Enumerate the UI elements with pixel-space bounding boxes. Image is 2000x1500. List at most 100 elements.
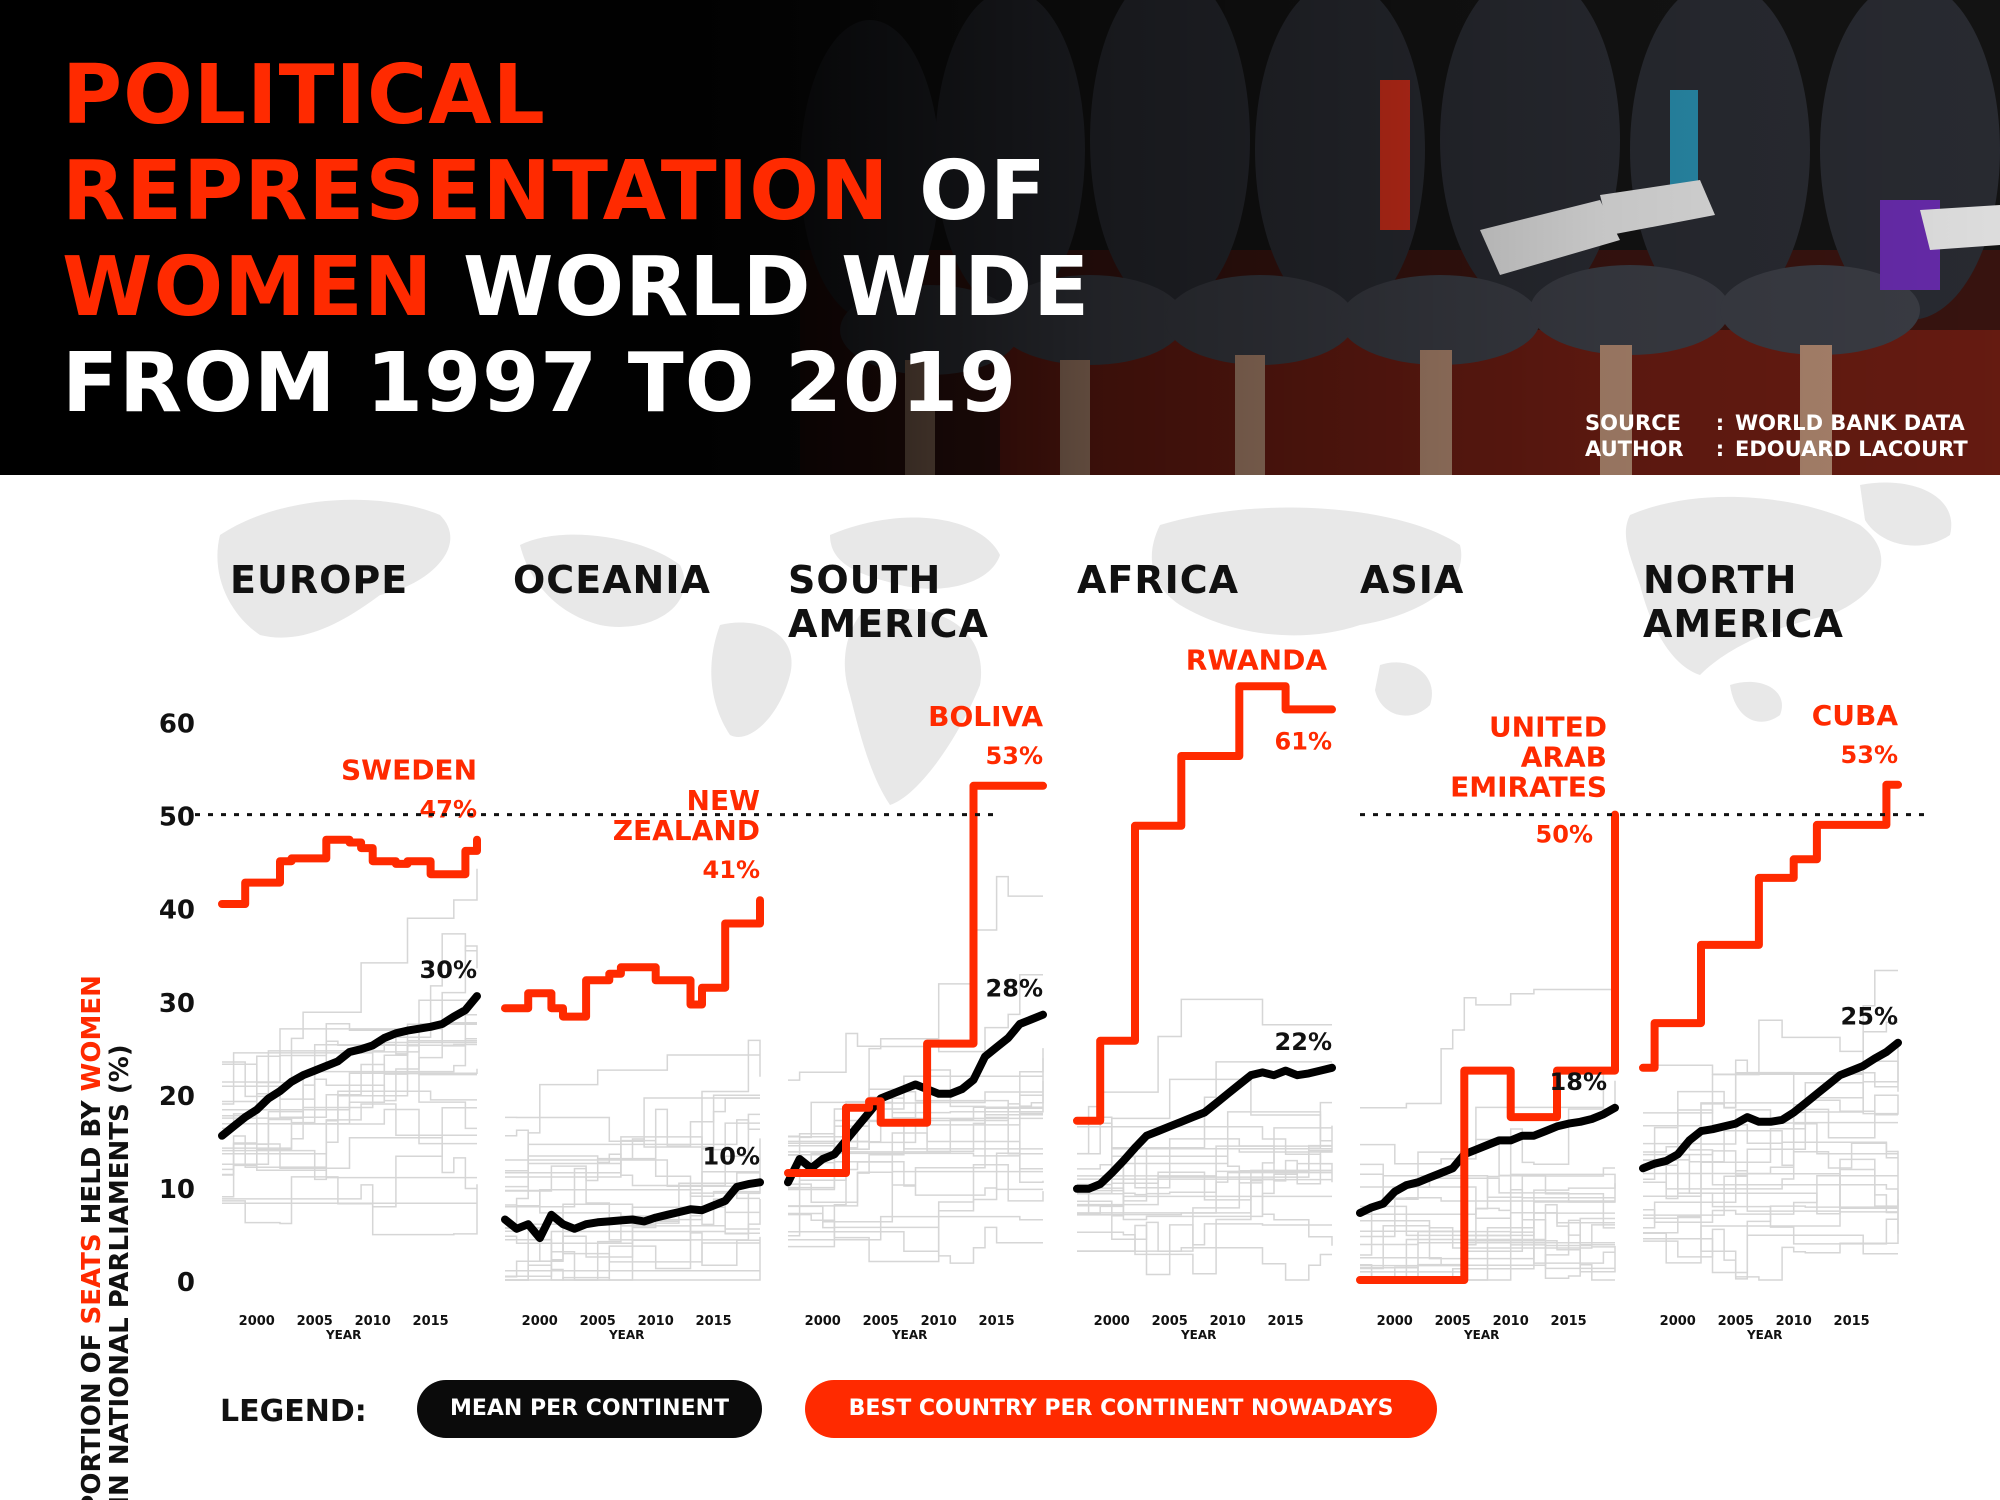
x-axis-title: YEAR bbox=[608, 1328, 644, 1342]
country-line bbox=[1077, 1127, 1332, 1195]
country-line bbox=[505, 1097, 760, 1142]
country-line bbox=[788, 1226, 1043, 1264]
country-line bbox=[505, 1094, 760, 1178]
country-line bbox=[788, 1107, 1043, 1207]
continent-label: SOUTH bbox=[788, 558, 941, 602]
country-line bbox=[788, 875, 1043, 1081]
country-line bbox=[222, 1041, 477, 1098]
country-line bbox=[1360, 1219, 1615, 1267]
mean-line bbox=[1073, 1063, 1336, 1193]
country-line bbox=[505, 1113, 760, 1188]
best-country-line bbox=[1356, 810, 1619, 1284]
country-line bbox=[505, 1129, 760, 1197]
x-tick-label: 2010 bbox=[1776, 1314, 1812, 1329]
title-line1: POLITICAL bbox=[62, 48, 546, 143]
country-line bbox=[1077, 1169, 1332, 1275]
y-tick-label: 20 bbox=[159, 1082, 195, 1112]
best-country-name: CUBA bbox=[1812, 699, 1899, 732]
x-axis-title: YEAR bbox=[1463, 1328, 1499, 1342]
y-axis: 0 10 20 30 40 50 60 bbox=[159, 710, 195, 1298]
chart-area: EUROPE 30% 47% SWEDEN 2000 2005 2010 2015 YEAR OC… bbox=[0, 475, 2000, 1500]
country-line bbox=[222, 1023, 477, 1103]
country-line bbox=[1643, 1102, 1898, 1127]
continent-label: NORTH bbox=[1643, 558, 1797, 602]
continent-label: AMERICA bbox=[788, 602, 989, 646]
country-line bbox=[1077, 1061, 1332, 1149]
country-line bbox=[1643, 1189, 1899, 1281]
x-tick-label: 2015 bbox=[1834, 1314, 1870, 1329]
country-line bbox=[1360, 1217, 1615, 1270]
country-line bbox=[1077, 1171, 1332, 1201]
country-line bbox=[222, 1176, 478, 1236]
author-label: AUTHOR bbox=[1585, 437, 1684, 461]
country-line bbox=[788, 1081, 1044, 1237]
x-tick-label: 2000 bbox=[1377, 1314, 1413, 1329]
y-tick-label: 10 bbox=[159, 1175, 195, 1205]
x-tick-label: 2010 bbox=[1210, 1314, 1246, 1329]
legend-mean-badge: MEAN PER CONTINENT bbox=[417, 1380, 762, 1438]
legend-title: LEGEND: bbox=[220, 1394, 367, 1429]
country-line bbox=[1077, 1125, 1333, 1185]
country-line bbox=[1077, 1116, 1332, 1155]
country-line bbox=[1077, 1126, 1332, 1165]
panel-3: AFRICA 22% 61% RWANDA 2000 2005 2010 2015 YEAR bbox=[1073, 558, 1336, 1342]
country-line bbox=[1360, 1173, 1616, 1215]
title-line3-red: WOMEN bbox=[62, 240, 434, 335]
x-tick-label: 2005 bbox=[863, 1314, 899, 1329]
country-line bbox=[1643, 1211, 1898, 1264]
country-line bbox=[1643, 1175, 1898, 1224]
y-axis-title-part-3: HELD BY bbox=[77, 1091, 107, 1233]
chart-title: POLITICAL REPRESENTATION OF WOMEN WORLD … bbox=[62, 48, 1090, 432]
country-line bbox=[1077, 1078, 1332, 1170]
mean-line bbox=[501, 1178, 764, 1243]
best-country-name: RWANDA bbox=[1186, 643, 1328, 676]
best-country-name: BOLIVA bbox=[928, 700, 1043, 733]
source-value: WORLD BANK DATA bbox=[1735, 411, 1965, 435]
mean-line bbox=[784, 1010, 1047, 1187]
legend: LEGEND: MEAN PER CONTINENT BEST COUNTRY … bbox=[205, 1380, 1445, 1470]
country-line bbox=[1360, 1242, 1615, 1246]
x-tick-label: 2000 bbox=[239, 1314, 275, 1329]
legend-best-country-badge: BEST COUNTRY PER CONTINENT NOWADAYS bbox=[805, 1380, 1437, 1438]
country-line bbox=[1360, 1183, 1616, 1281]
author-row: AUTHOR: EDOUARD LACOURT bbox=[1585, 436, 1968, 462]
best-country-name: EMIRATES bbox=[1450, 771, 1607, 804]
mean-line bbox=[1356, 1103, 1619, 1217]
continent-label: AMERICA bbox=[1643, 602, 1844, 646]
country-line bbox=[1077, 1111, 1332, 1217]
country-line bbox=[1360, 1163, 1615, 1202]
best-country-line bbox=[501, 896, 764, 1021]
country-line bbox=[1360, 1167, 1615, 1256]
y-tick-label: 50 bbox=[159, 803, 195, 833]
country-line bbox=[1360, 1080, 1616, 1201]
best-country-name: SWEDEN bbox=[341, 754, 477, 787]
country-line bbox=[1077, 1162, 1333, 1221]
mean-value-label: 30% bbox=[420, 956, 477, 984]
x-tick-label: 2000 bbox=[522, 1314, 558, 1329]
country-line bbox=[788, 1058, 1044, 1173]
x-axis-title: YEAR bbox=[1746, 1328, 1782, 1342]
best-country-line bbox=[1639, 780, 1902, 1072]
country-line bbox=[222, 1014, 477, 1119]
y-tick-label: 30 bbox=[159, 989, 195, 1019]
country-line bbox=[505, 1138, 761, 1281]
header-photo bbox=[0, 0, 2000, 475]
best-country-line bbox=[218, 835, 481, 908]
country-line bbox=[1360, 1220, 1615, 1249]
source-row: SOURCE: WORLD BANK DATA bbox=[1585, 410, 1968, 436]
credits: SOURCE: WORLD BANK DATA AUTHOR: EDOUARD LA… bbox=[1585, 410, 1968, 462]
best-country-line bbox=[1073, 682, 1336, 1125]
author-separator: : bbox=[1715, 437, 1725, 461]
mean-line bbox=[1639, 1038, 1902, 1173]
country-line bbox=[1643, 1150, 1899, 1215]
country-line bbox=[222, 1068, 478, 1125]
mean-value-label: 22% bbox=[1275, 1028, 1332, 1056]
country-line bbox=[1077, 1214, 1332, 1281]
x-tick-label: 2015 bbox=[1551, 1314, 1587, 1329]
x-tick-label: 2015 bbox=[979, 1314, 1015, 1329]
country-line bbox=[1077, 1179, 1333, 1246]
best-value-label: 50% bbox=[1536, 821, 1593, 849]
country-line bbox=[788, 1215, 1043, 1241]
